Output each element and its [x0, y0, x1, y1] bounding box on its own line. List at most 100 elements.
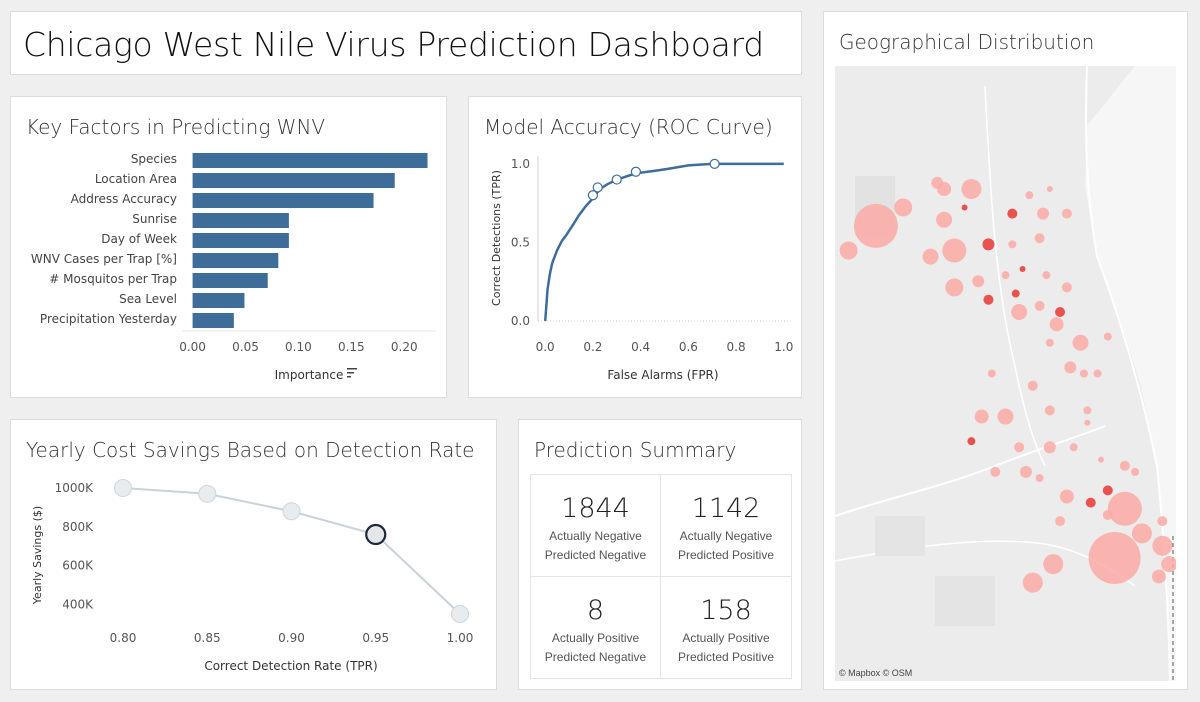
trap-location-point[interactable]: [1011, 289, 1020, 298]
trap-location-point[interactable]: [1055, 307, 1066, 317]
factor-bar[interactable]: [192, 173, 395, 188]
x-axis-title: False Alarms (FPR): [607, 368, 718, 382]
key-factors-chart[interactable]: Species Location Area Address Accuracy Sunr…: [11, 97, 446, 397]
trap-location-point[interactable]: [942, 238, 967, 263]
trap-location-point[interactable]: [1152, 535, 1173, 556]
trap-location-point[interactable]: [1037, 207, 1050, 220]
trap-location-point[interactable]: [1055, 516, 1066, 527]
trap-location-point[interactable]: [1079, 369, 1088, 378]
trap-location-point[interactable]: [1161, 556, 1176, 573]
trap-location-point[interactable]: [839, 241, 858, 260]
factor-bar[interactable]: [192, 253, 279, 268]
trap-location-point[interactable]: [1064, 361, 1077, 374]
trap-location-point[interactable]: [1093, 369, 1102, 378]
trap-location-point[interactable]: [987, 369, 996, 378]
map-svg[interactable]: [835, 66, 1176, 681]
savings-point[interactable]: [114, 479, 132, 497]
summary-cell-tp[interactable]: 158 Actually Positive Predicted Positive: [661, 577, 791, 679]
trap-location-point[interactable]: [1119, 460, 1130, 471]
savings-point[interactable]: [451, 605, 469, 623]
trap-location-point[interactable]: [931, 176, 944, 189]
trap-location-point[interactable]: [1102, 485, 1113, 496]
factor-bar[interactable]: [192, 233, 289, 248]
trap-location-point[interactable]: [1011, 304, 1028, 320]
trap-location-point[interactable]: [961, 204, 968, 211]
factor-bar[interactable]: [192, 313, 234, 328]
trap-location-point[interactable]: [1025, 191, 1034, 200]
trap-location-point[interactable]: [1042, 271, 1051, 280]
trap-location-point[interactable]: [1044, 405, 1055, 416]
trap-location-point[interactable]: [1034, 233, 1045, 244]
summary-cell-fp[interactable]: 1142 Actually Negative Predicted Positiv…: [661, 475, 791, 577]
x-tick-label: 1.0: [774, 340, 793, 354]
trap-location-point[interactable]: [990, 466, 1001, 477]
savings-chart[interactable]: 400K 600K 800K 1000K 0.80 0.85 0.90 0.95 1.00 Cor…: [11, 420, 496, 689]
trap-location-point[interactable]: [1019, 265, 1026, 272]
summary-cell-fn[interactable]: 8 Actually Positive Predicted Negative: [531, 576, 661, 678]
trap-location-point[interactable]: [1022, 572, 1043, 593]
factor-bar[interactable]: [192, 293, 245, 308]
factor-bar[interactable]: [192, 273, 268, 288]
trap-location-point[interactable]: [1059, 489, 1074, 504]
trap-location-point[interactable]: [1131, 467, 1140, 476]
trap-location-point[interactable]: [982, 238, 995, 251]
trap-location-point[interactable]: [853, 203, 898, 248]
trap-location-point[interactable]: [1007, 208, 1018, 219]
trap-location-point[interactable]: [1008, 240, 1017, 249]
trap-location-point[interactable]: [1014, 442, 1025, 453]
roc-threshold-point[interactable]: [709, 158, 720, 169]
trap-location-point[interactable]: [1103, 332, 1112, 341]
trap-location-point[interactable]: [1045, 338, 1054, 347]
trap-location-point[interactable]: [945, 278, 964, 297]
trap-location-point[interactable]: [1069, 443, 1078, 452]
trap-location-point[interactable]: [1043, 441, 1056, 454]
trap-location-point[interactable]: [1027, 380, 1038, 391]
summary-title: Prediction Summary: [534, 438, 737, 462]
roc-threshold-point[interactable]: [611, 174, 622, 185]
north-branch: [984, 85, 1046, 467]
trap-location-point[interactable]: [997, 408, 1014, 425]
trap-location-point[interactable]: [1019, 465, 1032, 478]
roc-threshold-point[interactable]: [592, 182, 603, 193]
trap-location-point[interactable]: [1072, 334, 1089, 351]
trap-location-point[interactable]: [1097, 456, 1104, 463]
trap-location-point[interactable]: [894, 198, 913, 217]
factor-bar[interactable]: [192, 213, 289, 228]
savings-point[interactable]: [365, 523, 387, 546]
trap-location-point[interactable]: [983, 294, 994, 305]
savings-point[interactable]: [198, 484, 217, 503]
trap-location-point[interactable]: [1107, 491, 1142, 526]
sort-descending-icon[interactable]: [347, 368, 357, 378]
trap-location-point[interactable]: [1049, 317, 1064, 332]
roc-threshold-point[interactable]: [630, 166, 641, 177]
trap-location-point[interactable]: [1046, 186, 1053, 192]
roc-threshold-point[interactable]: [587, 190, 598, 201]
trap-location-point[interactable]: [967, 437, 976, 446]
trap-location-point[interactable]: [1035, 474, 1044, 483]
trap-location-point[interactable]: [972, 275, 985, 288]
trap-location-point[interactable]: [1061, 208, 1072, 219]
trap-location-point[interactable]: [1131, 523, 1152, 544]
trap-location-point[interactable]: [1083, 406, 1092, 415]
trap-location-point[interactable]: [1043, 554, 1064, 575]
map-canvas[interactable]: © Mapbox © OSM: [835, 66, 1176, 681]
trap-location-point[interactable]: [922, 248, 939, 265]
trap-location-point[interactable]: [1084, 419, 1091, 426]
savings-point[interactable]: [282, 502, 301, 521]
trap-location-point[interactable]: [1034, 300, 1045, 311]
summary-cell-tn[interactable]: 1844 Actually Negative Predicted Negativ…: [531, 475, 661, 577]
trap-location-point[interactable]: [1088, 532, 1141, 584]
trap-location-point[interactable]: [1001, 271, 1010, 280]
trap-location-point[interactable]: [1061, 282, 1072, 293]
roc-chart[interactable]: 0.0 0.5 1.0 0.0 0.2 0.4 0.6 0.8 1.0 False Alarms …: [469, 97, 801, 397]
trap-location-point[interactable]: [1157, 516, 1168, 527]
summary-value: 1142: [691, 493, 761, 524]
trap-location-point[interactable]: [974, 409, 989, 424]
trap-location-point[interactable]: [1085, 497, 1096, 508]
x-tick-label: 0.0: [536, 340, 555, 354]
trap-location-point[interactable]: [1151, 569, 1166, 584]
factor-bar[interactable]: [192, 153, 428, 168]
factor-bar[interactable]: [192, 193, 374, 208]
trap-location-point[interactable]: [936, 211, 953, 228]
trap-location-point[interactable]: [961, 179, 982, 199]
